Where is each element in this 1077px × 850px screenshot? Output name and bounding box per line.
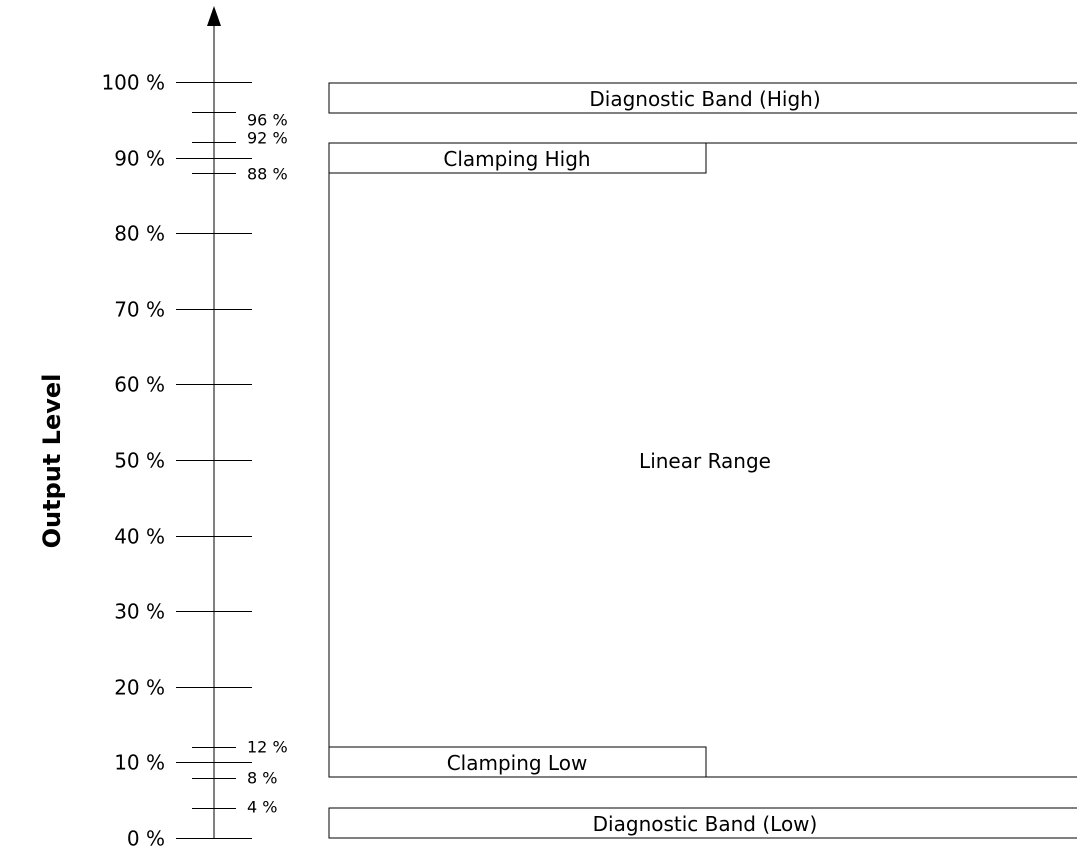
major-ticks: 0 % 10 % 20 % 30 % 40 % 50 % 60 % 70 % 80 % 90 % 1… [101, 71, 252, 850]
clamping-high-label: Clamping High [443, 147, 590, 171]
axis-arrow-icon [207, 6, 221, 26]
linear-range-label: Linear Range [639, 449, 771, 473]
major-tick-label-50: 50 % [114, 449, 165, 473]
major-tick-label-70: 70 % [114, 298, 165, 322]
clamping-low-box [328, 746, 707, 778]
minor-tick-label-12: 12 % [247, 738, 288, 757]
minor-tick-label-8: 8 % [247, 769, 277, 788]
major-tick-label-60: 60 % [114, 373, 165, 397]
diagnostic-band-high [328, 82, 1077, 114]
major-tick-label-100: 100 % [101, 71, 165, 95]
diagnostic-band-low-label: Diagnostic Band (Low) [593, 812, 818, 836]
major-tick-label-0: 0 % [127, 827, 165, 850]
major-tick-label-90: 90 % [114, 147, 165, 171]
minor-ticks: 4 % 8 % 12 % 88 % 92 %96 % [192, 111, 288, 817]
major-tick-label-80: 80 % [114, 222, 165, 246]
minor-tick-label-96: 96 % [247, 111, 288, 130]
diagnostic-band-low [328, 807, 1077, 839]
major-tick-label-30: 30 % [114, 600, 165, 624]
minor-tick-label-92: 92 % [247, 129, 288, 148]
minor-tick-label-88: 88 % [247, 165, 288, 184]
major-tick-label-40: 40 % [114, 525, 165, 549]
clamping-low-label: Clamping Low [447, 751, 588, 775]
minor-tick-label-4: 4 % [247, 798, 277, 817]
major-tick-label-20: 20 % [114, 676, 165, 700]
major-tick-label-10: 10 % [114, 751, 165, 775]
clamping-high-box [328, 142, 707, 174]
axis-title: Output Level [38, 374, 66, 549]
diagnostic-band-high-label: Diagnostic Band (High) [589, 87, 820, 111]
